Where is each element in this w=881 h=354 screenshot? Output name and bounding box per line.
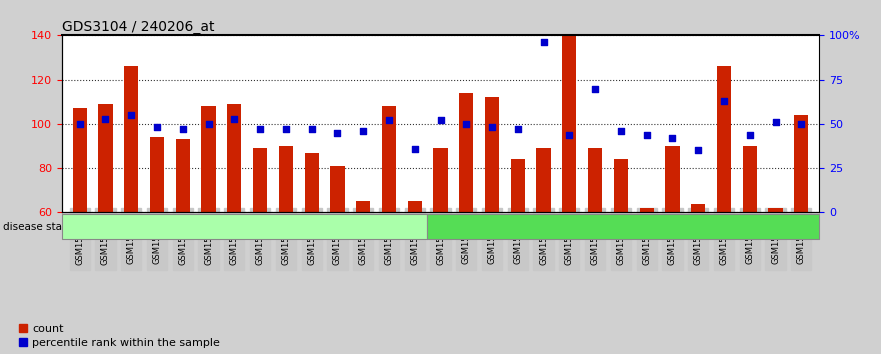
Point [665, 135, 679, 141]
Bar [794, 115, 809, 212]
Bar [459, 93, 473, 212]
Bar [743, 146, 757, 212]
Point [640, 132, 654, 137]
Point [511, 126, 525, 132]
Bar [253, 148, 267, 212]
Bar [562, 35, 576, 212]
Bar [330, 166, 344, 212]
Bar [278, 146, 293, 212]
Bar [305, 153, 319, 212]
Point [330, 130, 344, 136]
Point [717, 98, 731, 104]
Bar [665, 146, 679, 212]
Point [124, 112, 138, 118]
Point [768, 119, 782, 125]
Point [408, 146, 422, 152]
Point [537, 40, 551, 45]
Bar [381, 106, 396, 212]
Point [99, 116, 113, 121]
Point [692, 148, 706, 153]
Bar [72, 108, 87, 212]
Text: GDS3104 / 240206_at: GDS3104 / 240206_at [62, 21, 214, 34]
Text: insulin-resistant polycystic ovary syndrome: insulin-resistant polycystic ovary syndr… [495, 220, 752, 233]
Bar [537, 148, 551, 212]
Bar [99, 104, 113, 212]
Point [459, 121, 473, 127]
Point [253, 126, 267, 132]
Point [614, 128, 628, 134]
Point [175, 126, 189, 132]
Bar [124, 67, 138, 212]
Point [381, 118, 396, 123]
Bar [691, 204, 706, 212]
Point [278, 126, 292, 132]
Legend: count, percentile rank within the sample: count, percentile rank within the sample [14, 320, 225, 352]
Bar [717, 67, 731, 212]
Bar [150, 137, 164, 212]
Bar [202, 106, 216, 212]
Bar [588, 148, 603, 212]
Point [795, 121, 809, 127]
Point [485, 125, 500, 130]
Bar [356, 201, 370, 212]
Bar [511, 159, 525, 212]
Point [356, 128, 370, 134]
Bar [614, 159, 628, 212]
Point [305, 126, 319, 132]
Text: disease state ►: disease state ► [3, 222, 84, 232]
Point [562, 132, 576, 137]
Point [150, 125, 164, 130]
Bar [175, 139, 190, 212]
Point [227, 116, 241, 121]
Bar [408, 201, 422, 212]
Bar [485, 97, 500, 212]
Point [202, 121, 216, 127]
Bar [768, 208, 782, 212]
Bar [433, 148, 448, 212]
Bar [227, 104, 241, 212]
Point [72, 121, 86, 127]
Bar [640, 208, 654, 212]
Point [589, 86, 603, 91]
Text: control: control [224, 220, 265, 233]
Point [743, 132, 757, 137]
Point [433, 118, 448, 123]
